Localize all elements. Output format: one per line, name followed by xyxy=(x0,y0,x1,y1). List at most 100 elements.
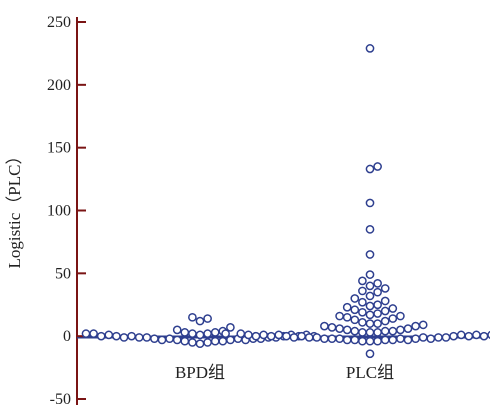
data-point xyxy=(259,330,268,340)
data-point xyxy=(472,330,481,340)
data-point xyxy=(203,329,212,339)
data-point xyxy=(365,310,375,320)
data-point xyxy=(365,198,375,208)
data-point xyxy=(342,302,352,312)
y-tick-label: -50 xyxy=(50,391,71,408)
data-point xyxy=(373,319,382,328)
data-point xyxy=(373,287,382,297)
data-point xyxy=(342,335,352,345)
data-point xyxy=(251,331,261,341)
y-tick-label: 150 xyxy=(47,140,71,157)
data-point xyxy=(373,300,382,310)
data-point xyxy=(327,334,337,344)
data-point xyxy=(418,333,428,342)
data-point xyxy=(226,323,235,332)
data-point xyxy=(365,250,375,259)
data-point xyxy=(210,328,220,337)
data-point xyxy=(203,338,212,347)
y-axis-ticks: -50 0 50 100 150 200 250 xyxy=(47,14,86,408)
data-point xyxy=(373,162,382,171)
y-tick-label: 250 xyxy=(47,14,71,31)
data-point xyxy=(335,324,344,333)
data-point xyxy=(188,329,197,339)
data-point xyxy=(464,331,474,341)
data-point xyxy=(150,334,159,344)
data-point xyxy=(358,276,367,286)
data-point xyxy=(396,311,405,321)
data-point xyxy=(358,286,367,296)
data-point xyxy=(180,336,190,346)
data-point xyxy=(195,330,205,340)
data-point xyxy=(365,270,375,279)
data-point xyxy=(172,325,182,335)
data-points xyxy=(81,44,490,359)
data-point xyxy=(119,333,129,342)
data-point xyxy=(350,315,360,325)
data-point xyxy=(358,307,367,317)
data-point xyxy=(373,309,382,318)
data-point xyxy=(112,331,121,341)
data-point xyxy=(365,164,375,174)
data-point xyxy=(320,321,329,331)
data-point xyxy=(365,349,375,359)
data-point xyxy=(165,334,174,344)
data-point xyxy=(396,334,405,344)
data-point xyxy=(180,328,190,337)
y-axis-title: Logistic（PLC） xyxy=(5,148,24,269)
data-point xyxy=(388,335,398,345)
data-point xyxy=(365,225,375,234)
data-point xyxy=(210,336,220,346)
data-point xyxy=(441,333,451,342)
data-point xyxy=(195,339,205,349)
data-point xyxy=(380,335,390,345)
data-point xyxy=(142,333,152,342)
data-point xyxy=(365,328,375,337)
data-point xyxy=(335,311,344,321)
data-point xyxy=(396,325,405,335)
data-point xyxy=(342,325,352,335)
data-point xyxy=(388,326,398,336)
data-point xyxy=(380,296,390,306)
data-point xyxy=(157,335,167,345)
data-point xyxy=(188,338,197,347)
data-point xyxy=(350,294,360,303)
data-point xyxy=(226,335,235,345)
data-point xyxy=(479,331,489,341)
data-point xyxy=(365,336,375,346)
data-point xyxy=(373,279,382,288)
y-tick-label: 50 xyxy=(55,265,71,282)
data-point xyxy=(373,328,382,337)
data-point xyxy=(289,333,299,342)
data-point xyxy=(274,330,284,340)
data-point xyxy=(380,326,390,336)
data-point xyxy=(195,316,205,326)
data-point xyxy=(320,334,329,344)
data-point xyxy=(365,301,375,311)
data-point xyxy=(221,329,230,339)
data-point xyxy=(418,320,428,330)
data-point xyxy=(218,336,228,346)
data-point xyxy=(266,331,276,341)
data-point xyxy=(244,330,253,340)
data-point xyxy=(327,323,337,332)
data-point xyxy=(172,335,182,345)
data-point xyxy=(456,330,466,340)
data-point xyxy=(365,291,375,301)
data-point xyxy=(350,326,360,336)
data-point xyxy=(365,281,375,291)
data-point xyxy=(342,312,352,322)
data-point xyxy=(411,321,420,331)
data-point xyxy=(81,329,91,339)
data-point xyxy=(89,329,98,339)
data-point xyxy=(350,305,360,315)
data-point xyxy=(304,333,314,342)
data-point xyxy=(236,329,246,339)
data-point xyxy=(388,304,398,313)
data-point xyxy=(297,331,306,341)
data-point xyxy=(358,328,367,337)
data-point xyxy=(134,333,144,342)
data-point xyxy=(358,317,367,327)
data-point xyxy=(358,297,367,307)
data-point xyxy=(203,314,212,323)
